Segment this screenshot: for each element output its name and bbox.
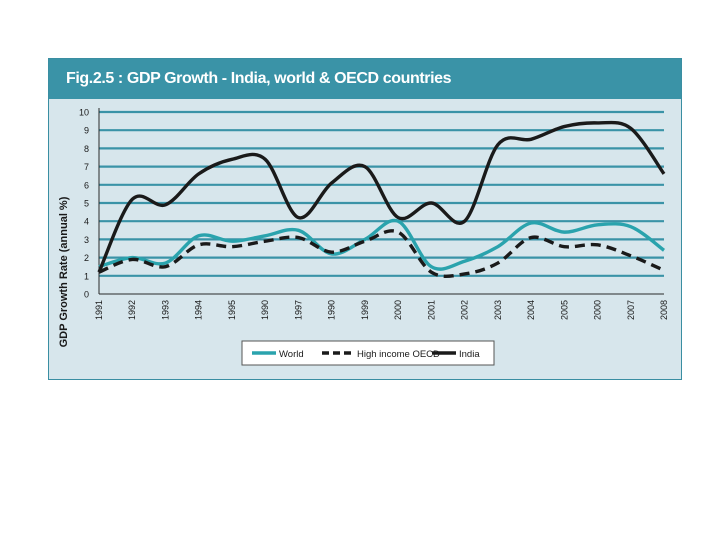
x-tick-label: 1993: [160, 300, 170, 320]
y-tick-label: 9: [84, 126, 89, 136]
y-tick-label: 5: [84, 199, 89, 209]
x-tick-label: 1997: [293, 300, 303, 320]
x-tick-label: 2003: [493, 300, 503, 320]
title-bar: Fig.2.5 : GDP Growth - India, world & OE…: [49, 59, 681, 99]
legend-label: World: [279, 349, 304, 360]
legend-label: High income OECD: [357, 349, 440, 360]
y-tick-label: 10: [79, 108, 89, 118]
y-axis-label: GDP Growth Rate (annual %): [58, 196, 70, 347]
y-tick-label: 2: [84, 253, 89, 263]
x-tick-label: 1994: [194, 300, 204, 320]
x-tick-label: 2002: [460, 300, 470, 320]
y-tick-label: 0: [84, 290, 89, 300]
series-line-high-income-oecd: [98, 229, 665, 278]
y-tick-label: 6: [84, 180, 89, 190]
legend-label: India: [459, 349, 480, 360]
x-tick-label: 2000: [593, 300, 603, 320]
chart-title: Fig.2.5 : GDP Growth - India, world & OE…: [66, 70, 452, 87]
x-tick-label: 2008: [659, 300, 669, 320]
x-tick-label: 1995: [227, 300, 237, 320]
x-tick-label: 2004: [526, 300, 536, 320]
x-tick-label: 2007: [626, 300, 636, 320]
y-tick-label: 8: [84, 144, 89, 154]
y-tick-label: 3: [84, 235, 89, 245]
series-line-india: [97, 120, 666, 273]
y-tick-label: 7: [84, 162, 89, 172]
y-tick-label: 4: [84, 217, 89, 227]
chart-canvas: 0 1 2 3 4 5 6 7 8 9 10 1991 1992 1993 1994 1995 1990 1997…: [58, 108, 669, 366]
x-tick-label: 1992: [127, 300, 137, 320]
x-tick-label: 2005: [559, 300, 569, 320]
x-tick-label: 2000: [393, 300, 403, 320]
x-tick-label: 1991: [94, 300, 104, 320]
x-tick-label: 1990: [260, 300, 270, 320]
x-tick-label: 2001: [426, 300, 436, 320]
series-line-world: [98, 218, 666, 271]
x-tick-label: 1999: [360, 300, 370, 320]
chart-figure: Fig.2.5 : GDP Growth - India, world & OE…: [48, 58, 682, 380]
x-tick-label: 1990: [327, 300, 337, 320]
y-tick-label: 1: [84, 271, 89, 281]
